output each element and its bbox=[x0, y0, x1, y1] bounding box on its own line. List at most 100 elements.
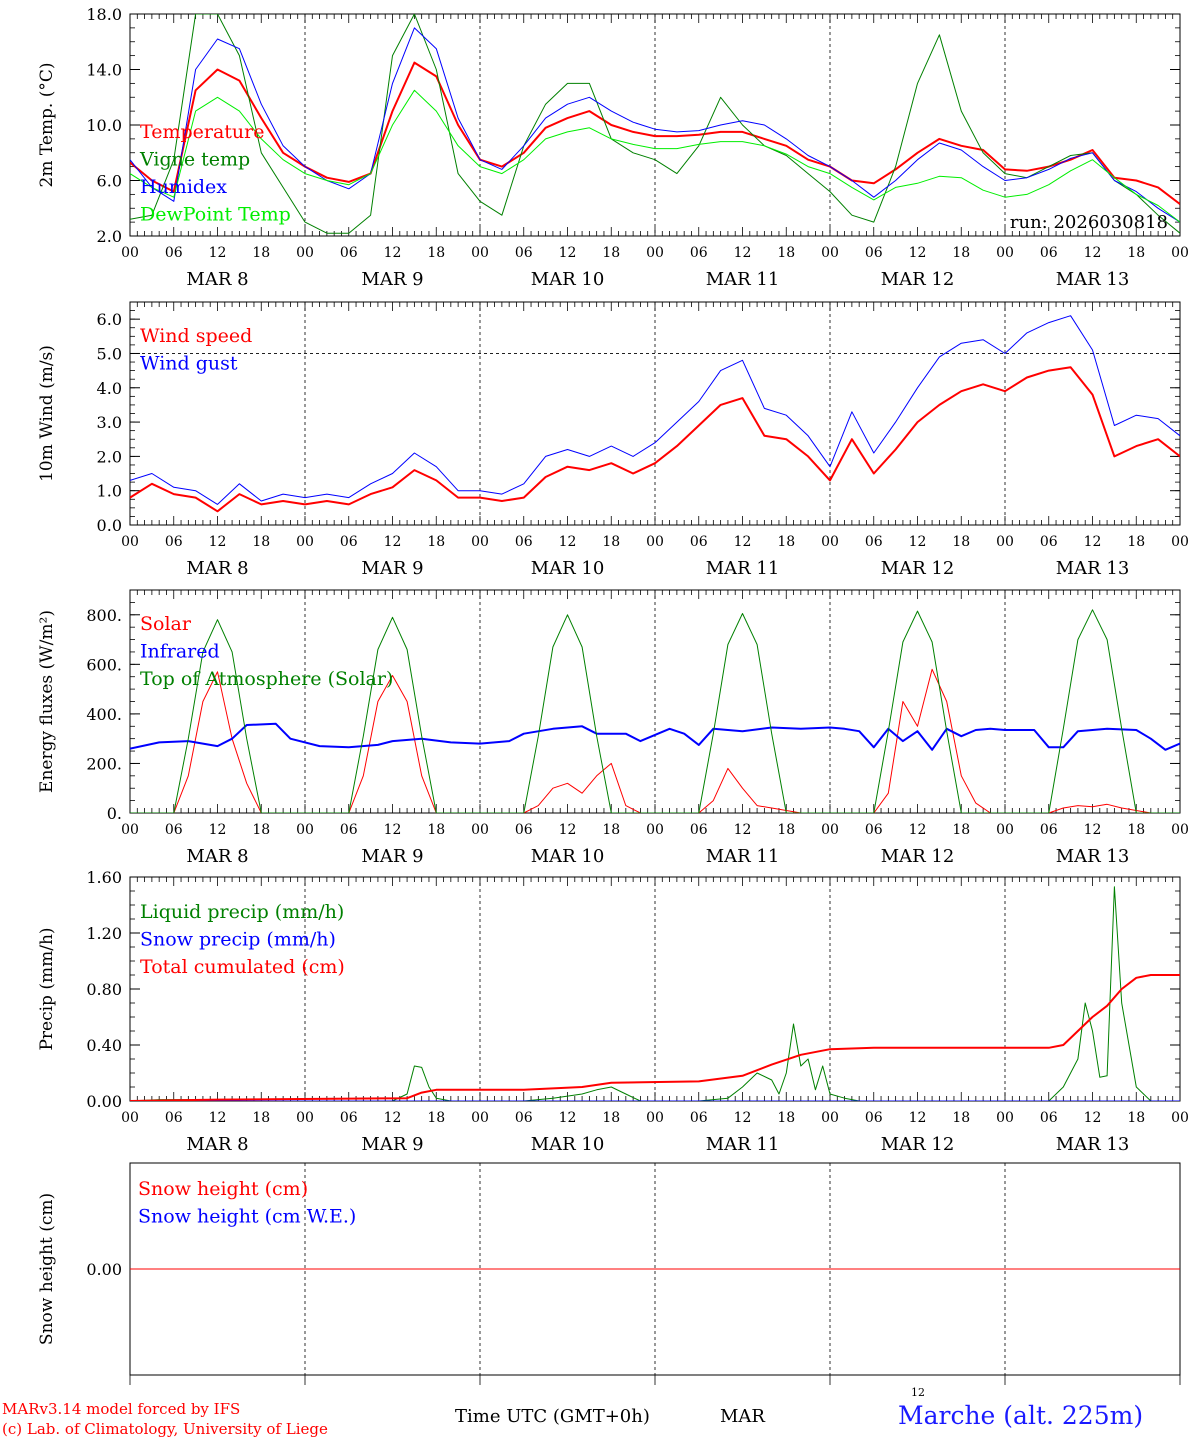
x-tick-label: 12 bbox=[384, 1110, 402, 1126]
x-tick-label: 06 bbox=[515, 1110, 533, 1126]
panel-frame bbox=[129, 589, 1181, 814]
x-tick-label: 06 bbox=[690, 245, 708, 261]
x-tick-label: 18 bbox=[252, 534, 270, 550]
y-tick-label: 6.0 bbox=[97, 172, 122, 191]
legend-entry: Total cumulated (cm) bbox=[140, 956, 345, 978]
legend-entry: Vigne temp bbox=[139, 149, 250, 171]
run-annotation: run: 2026030818 bbox=[1010, 212, 1168, 233]
legend-entry: Snow precip (mm/h) bbox=[140, 929, 336, 951]
x-tick-label: 12 bbox=[909, 822, 927, 838]
y-tick-label: 400. bbox=[86, 705, 122, 724]
y-tick-label: 10.0 bbox=[86, 116, 122, 135]
x-tick-label: 12 bbox=[384, 534, 402, 550]
legend-entry: Liquid precip (mm/h) bbox=[140, 901, 344, 923]
day-label: MAR 8 bbox=[186, 269, 248, 290]
x-tick-label: 00 bbox=[296, 1110, 314, 1126]
x-tick-label: 06 bbox=[865, 534, 883, 550]
series-line bbox=[130, 89, 1180, 223]
series-line bbox=[130, 722, 1180, 751]
x-tick-label: 00 bbox=[646, 1110, 664, 1126]
x-tick-label: 18 bbox=[427, 245, 445, 261]
x-tick-label: 06 bbox=[165, 245, 183, 261]
x-tick-label: 00 bbox=[1171, 245, 1189, 261]
x-tick-label: 12 bbox=[909, 1110, 927, 1126]
x-tick-label: 12 bbox=[209, 1110, 227, 1126]
day-label: MAR 9 bbox=[361, 846, 423, 867]
x-tick-label: 00 bbox=[471, 534, 489, 550]
x-tick-label: 18 bbox=[777, 534, 795, 550]
x-tick-label: 12 bbox=[909, 245, 927, 261]
x-tick-label: 06 bbox=[515, 534, 533, 550]
x-tick-label: 18 bbox=[1127, 534, 1145, 550]
day-label: MAR 13 bbox=[1056, 269, 1130, 290]
y-axis-title: Energy fluxes (W/m²) bbox=[37, 610, 57, 793]
y-axis-title: 2m Temp. (°C) bbox=[37, 62, 57, 187]
series-line bbox=[130, 315, 1180, 505]
x-tick-label: 18 bbox=[952, 1110, 970, 1126]
x-tick-label: 12 bbox=[209, 534, 227, 550]
legend-entry: DewPoint Temp bbox=[140, 204, 291, 226]
x-tick-label: 06 bbox=[865, 1110, 883, 1126]
legend-entry: Wind gust bbox=[140, 353, 238, 375]
day-label: MAR 12 bbox=[881, 269, 955, 290]
x-tick-label: 00 bbox=[471, 1110, 489, 1126]
x-tick-label: 12 bbox=[734, 1110, 752, 1126]
x-tick-label: 00 bbox=[646, 822, 664, 838]
x-tick-label: 18 bbox=[777, 1110, 795, 1126]
x-tick-label: 00 bbox=[821, 534, 839, 550]
x-tick-label: 18 bbox=[777, 822, 795, 838]
x-tick-label: 12 bbox=[909, 534, 927, 550]
series-line bbox=[130, 974, 1180, 1101]
x-tick-label: 00 bbox=[821, 1110, 839, 1126]
x-tick-label: 18 bbox=[602, 245, 620, 261]
x-tick-label: 06 bbox=[865, 822, 883, 838]
x-tick-label: 06 bbox=[340, 1110, 358, 1126]
x-tick-label: 00 bbox=[471, 245, 489, 261]
x-tick-label: 06 bbox=[1040, 534, 1058, 550]
x-tick-label: 12 bbox=[209, 245, 227, 261]
x-tick-label: 12 bbox=[559, 822, 577, 838]
x-tick-label: 18 bbox=[777, 245, 795, 261]
x-tick-label: 18 bbox=[602, 534, 620, 550]
y-tick-label: 0.0 bbox=[97, 516, 122, 535]
y-tick-label: 6.0 bbox=[97, 310, 122, 329]
x-tick-label: 06 bbox=[1040, 245, 1058, 261]
series-line bbox=[130, 886, 1180, 1101]
day-label: MAR 11 bbox=[706, 269, 780, 290]
x-tick-label: 12 bbox=[559, 1110, 577, 1126]
day-label: MAR 12 bbox=[881, 558, 955, 579]
series-line bbox=[130, 668, 1180, 813]
day-label: MAR 13 bbox=[1056, 558, 1130, 579]
x-tick-label: 18 bbox=[1127, 822, 1145, 838]
x-tick-label: 06 bbox=[1040, 822, 1058, 838]
day-label: MAR 8 bbox=[186, 846, 248, 867]
day-label: MAR 12 bbox=[881, 1134, 955, 1155]
x-tick-label: 06 bbox=[340, 245, 358, 261]
legend-entry: Humidex bbox=[140, 176, 227, 198]
day-label: MAR 10 bbox=[531, 558, 605, 579]
x-tick-label: 12 bbox=[1084, 1110, 1102, 1126]
x-tick-label: 12 bbox=[734, 245, 752, 261]
x-tick-label: 18 bbox=[952, 822, 970, 838]
x-tick-label: 18 bbox=[252, 1110, 270, 1126]
x-tick-label: 00 bbox=[121, 534, 139, 550]
x-tick-label: 06 bbox=[690, 822, 708, 838]
day-label: MAR 13 bbox=[1056, 1134, 1130, 1155]
x-tick-label: 18 bbox=[427, 822, 445, 838]
y-tick-label: 200. bbox=[86, 754, 122, 773]
y-tick-label: 18.0 bbox=[86, 5, 122, 24]
x-tick-label: 18 bbox=[427, 534, 445, 550]
y-axis-title: Precip (mm/h) bbox=[37, 927, 57, 1050]
x-axis-small-label: 12 bbox=[911, 1386, 925, 1399]
x-tick-label: 18 bbox=[1127, 245, 1145, 261]
x-tick-label: 00 bbox=[821, 245, 839, 261]
x-tick-label: 00 bbox=[121, 822, 139, 838]
x-tick-label: 00 bbox=[646, 534, 664, 550]
y-tick-label: 0. bbox=[107, 804, 122, 823]
day-label: MAR 10 bbox=[531, 269, 605, 290]
legend-entry: Solar bbox=[140, 613, 192, 635]
y-tick-label: 5.0 bbox=[97, 344, 122, 363]
y-tick-label: 0.00 bbox=[86, 1092, 122, 1111]
legend-entry: Temperature bbox=[140, 121, 264, 143]
x-tick-label: 00 bbox=[121, 1110, 139, 1126]
